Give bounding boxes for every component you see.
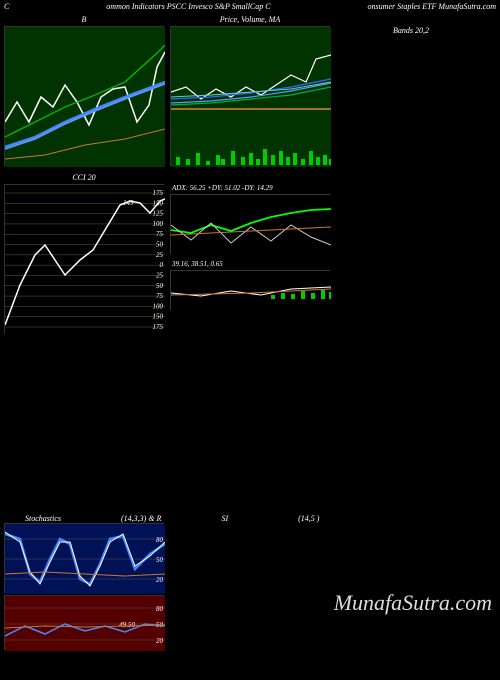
svg-text:175: 175 — [153, 323, 164, 331]
svg-text:80: 80 — [156, 536, 164, 544]
hdr-right: onsumer Staples ETF MunafaSutra.com — [368, 2, 496, 12]
stoch-p1: (14,3,3) & R — [121, 514, 161, 523]
cci-chart: 1751501251007550250255075100150175 149 — [5, 185, 165, 335]
ma-chart — [171, 27, 331, 167]
stoch-title: Stochastics — [25, 514, 61, 523]
svg-text:149: 149 — [123, 199, 134, 207]
svg-text:125: 125 — [153, 210, 164, 218]
svg-text:75: 75 — [156, 230, 164, 238]
svg-text:0: 0 — [160, 261, 164, 269]
stoch-chart: 80 50 20 — [5, 524, 165, 594]
svg-text:20: 20 — [156, 637, 164, 645]
rsi-chart: 80502049.50 — [5, 596, 165, 651]
adx-label: ADX: 56.25 +DY: 51.02 -DY: 14.29 — [170, 184, 330, 192]
svg-text:20: 20 — [156, 576, 164, 584]
svg-text:175: 175 — [153, 189, 164, 197]
svg-text:100: 100 — [153, 302, 164, 310]
bands-label: Bands 20,2 — [336, 26, 486, 166]
hdr-left: C — [4, 2, 9, 12]
svg-text:100: 100 — [153, 220, 164, 228]
ma-title: Price, Volume, MA — [220, 15, 280, 24]
watermark-text: MunafaSutra.com — [334, 590, 492, 616]
hdr-mid: ommon Indicators PSCC Invesco S&P SmallC… — [106, 2, 270, 12]
cci-title: CCI 20 — [72, 173, 95, 182]
svg-text:25: 25 — [156, 251, 164, 259]
macd-label: 39.16, 38.51, 0.65 — [170, 260, 330, 268]
svg-text:25: 25 — [156, 271, 164, 279]
bb-title: B — [82, 15, 87, 24]
svg-text:80: 80 — [156, 605, 164, 613]
stoch-p3: (14,5 ) — [298, 514, 319, 523]
svg-text:75: 75 — [156, 292, 164, 300]
stoch-p2: SI — [221, 514, 228, 523]
macd-chart — [171, 271, 331, 311]
svg-text:50: 50 — [156, 556, 164, 564]
svg-text:50: 50 — [156, 241, 164, 249]
page-header: C ommon Indicators PSCC Invesco S&P Smal… — [0, 0, 500, 14]
svg-text:49.50: 49.50 — [119, 621, 135, 629]
charts-container: B Price, Volume, MA Bands 20,2 CCI 20 17… — [0, 26, 500, 650]
adx-chart — [171, 195, 331, 255]
svg-text:50: 50 — [156, 282, 164, 290]
bb-chart — [5, 27, 165, 167]
svg-text:150: 150 — [153, 313, 164, 321]
